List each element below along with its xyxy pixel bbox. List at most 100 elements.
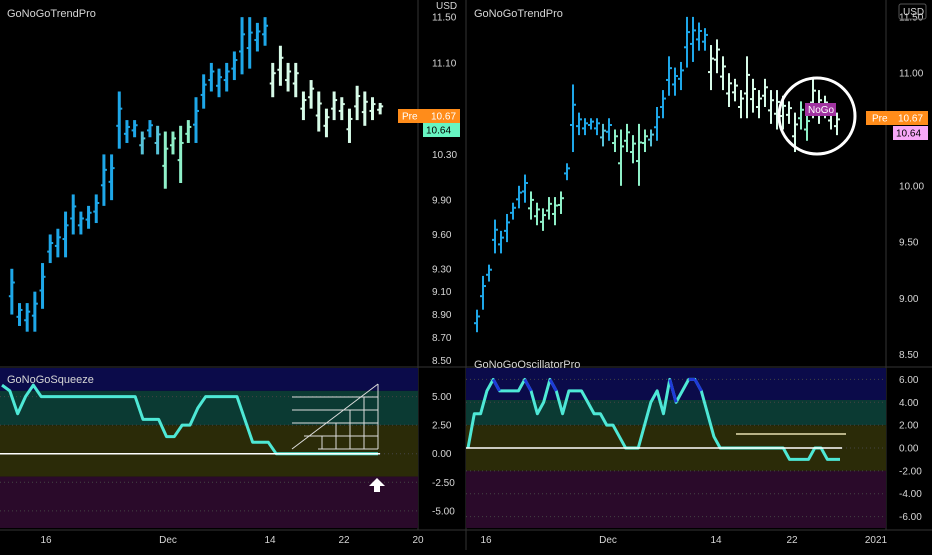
ohlc-bar	[240, 17, 244, 75]
ohlc-bar	[608, 118, 610, 141]
ohlc-bar	[638, 123, 640, 186]
ohlc-bar	[566, 163, 568, 181]
ohlc-bar	[301, 91, 305, 121]
ohlc-bar	[500, 230, 502, 254]
ohlc-bar	[542, 208, 544, 231]
indicator-strong-segment	[548, 378, 558, 392]
ohlc-bar	[656, 106, 658, 141]
ohlc-bar	[710, 45, 712, 91]
ohlc-bar	[806, 112, 808, 141]
ohlc-bar	[758, 90, 760, 119]
left-pre-label: Pre	[402, 112, 418, 123]
ohlc-bar	[56, 228, 60, 258]
left-price-title: GoNoGoTrendPro	[7, 8, 96, 20]
ohlc-bar	[217, 68, 221, 98]
y-tick-label: 2.50	[432, 421, 452, 432]
y-tick-label: -2.00	[899, 466, 922, 477]
ohlc-bar	[355, 85, 359, 121]
ohlc-bar	[572, 84, 574, 153]
ohlc-bar	[584, 118, 586, 136]
left-squeeze-title: GoNoGoSqueeze	[7, 374, 94, 386]
y-tick-label: 9.30	[432, 264, 452, 275]
left-currency-label: USD	[436, 1, 457, 12]
x-tick-label: Dec	[599, 535, 617, 546]
right-currency-button[interactable]: USD	[903, 7, 924, 18]
y-tick-label: 9.60	[432, 230, 452, 241]
indicator-strong-segment	[523, 378, 533, 392]
ohlc-bar	[248, 17, 252, 69]
ohlc-bar	[680, 61, 682, 91]
ohlc-bar	[794, 112, 796, 153]
ohlc-bar	[494, 219, 496, 254]
y-tick-label: 10.00	[899, 181, 924, 192]
ohlc-bar	[716, 39, 718, 74]
ohlc-bar	[378, 102, 382, 115]
ohlc-bar	[476, 309, 478, 333]
ohlc-bar	[812, 78, 814, 119]
ohlc-bar	[209, 62, 213, 92]
ohlc-bar	[632, 135, 634, 164]
ohlc-bar	[79, 211, 83, 235]
ohlc-bar	[102, 154, 106, 206]
left-pre-price: 10.67	[431, 112, 456, 123]
nogo-label: NoGo	[808, 105, 835, 116]
left-last-price: 10.64	[426, 126, 451, 137]
y-tick-label: 11.50	[432, 13, 457, 24]
ohlc-bar	[64, 211, 68, 258]
y-tick-label: 8.90	[432, 310, 452, 321]
band-band_dark_blue	[0, 368, 418, 391]
ohlc-bar	[225, 62, 229, 92]
ohlc-bar	[674, 67, 676, 96]
ohlc-bar	[110, 154, 114, 201]
band-band_magenta	[466, 470, 886, 528]
ohlc-bar	[734, 78, 736, 102]
ohlc-bar	[263, 17, 267, 46]
ohlc-bar	[309, 80, 313, 109]
ohlc-bar	[286, 62, 290, 92]
ohlc-bar	[18, 303, 22, 326]
x-tick-label: 22	[338, 535, 350, 546]
y-tick-label: 11.00	[899, 69, 924, 80]
ohlc-bar	[530, 191, 532, 220]
ohlc-bar	[740, 90, 742, 119]
ohlc-bar	[728, 73, 730, 107]
ohlc-bar	[614, 129, 616, 153]
ohlc-bar	[788, 101, 790, 124]
ohlc-bar	[324, 108, 328, 138]
ohlc-bar	[125, 120, 129, 143]
x-tick-label: 16	[40, 535, 52, 546]
y-tick-label: 8.50	[899, 350, 919, 361]
x-tick-label: Dec	[159, 535, 177, 546]
currency-button-frame[interactable]	[898, 3, 927, 20]
ohlc-bar	[271, 62, 275, 98]
ohlc-bar	[560, 191, 562, 214]
ohlc-bar	[347, 108, 351, 143]
right-price-title: GoNoGoTrendPro	[474, 8, 563, 20]
oscillator-bands	[0, 368, 886, 528]
ohlc-bar	[686, 16, 688, 68]
x-tick-label: 20	[412, 535, 424, 546]
y-tick-label: 0.00	[899, 444, 919, 455]
ohlc-bar	[41, 263, 45, 309]
ohlc-bar	[48, 234, 52, 264]
ohlc-bar	[698, 22, 700, 51]
ohlc-bar	[340, 97, 344, 121]
ohlc-bar	[746, 56, 748, 119]
ohlc-bar	[140, 131, 144, 155]
y-tick-label: 9.00	[899, 294, 919, 305]
ohlc-bar	[596, 118, 598, 136]
ohlc-bar	[650, 129, 652, 147]
left-last-price-tag	[423, 123, 460, 137]
ohlc-bar	[482, 275, 484, 310]
y-tick-label: 9.50	[899, 238, 919, 249]
squeeze-grid	[291, 383, 379, 450]
ohlc-bar	[179, 125, 183, 183]
x-tick-label: 16	[480, 535, 492, 546]
ohlc-bar	[488, 264, 490, 282]
ohlc-bar	[548, 197, 550, 220]
x-tick-label: 2021	[865, 535, 888, 546]
ohlc-bar	[202, 74, 206, 109]
ohlc-bar	[117, 91, 121, 149]
right-last-price: 10.64	[896, 129, 921, 140]
